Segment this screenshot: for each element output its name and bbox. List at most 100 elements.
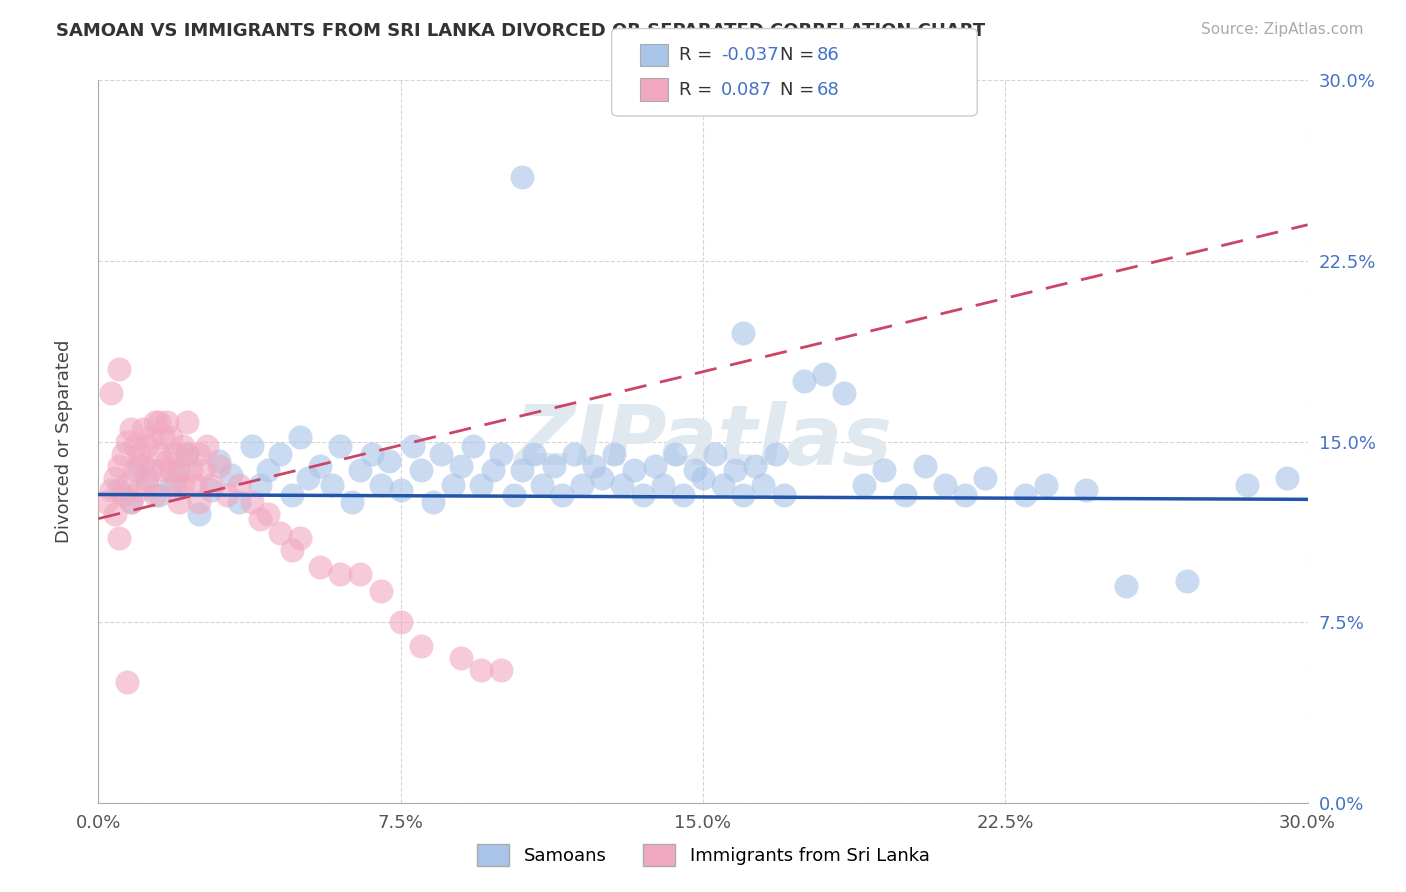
Point [249,511,271,525]
Point [377,454,399,468]
Point [530,478,553,492]
Point [329,567,352,582]
Point [281,542,304,557]
Point [623,463,645,477]
Point [309,458,332,473]
Point [644,458,666,473]
Point [100,483,122,497]
Point [135,478,157,492]
Point [135,439,157,453]
Point [297,470,319,484]
Point [571,478,593,492]
Point [422,494,444,508]
Point [160,430,183,444]
Point [124,439,146,453]
Point [664,446,686,460]
Point [221,468,243,483]
Point [120,494,142,508]
Point [683,463,706,477]
Point [612,478,634,492]
Point [853,478,876,492]
Point [463,439,485,453]
Point [510,463,533,477]
Point [120,494,142,508]
Point [152,430,174,444]
Point [269,526,291,541]
Point [240,494,263,508]
Point [180,463,202,477]
Text: N =: N = [780,46,814,64]
Point [974,470,997,484]
Point [430,446,453,460]
Point [176,446,198,460]
Point [934,478,956,492]
Point [107,531,129,545]
Point [711,478,734,492]
Point [240,439,263,453]
Point [562,446,585,460]
Point [200,483,222,497]
Point [813,367,835,381]
Point [148,446,170,460]
Text: -0.037: -0.037 [721,46,779,64]
Point [143,487,166,501]
Text: 0.087: 0.087 [721,80,772,98]
Point [631,487,654,501]
Point [269,446,291,460]
Text: R =: R = [679,80,713,98]
Point [349,463,371,477]
Point [172,478,194,492]
Point [184,478,207,492]
Text: 86: 86 [817,46,839,64]
Point [120,422,142,436]
Point [200,478,222,492]
Point [172,439,194,453]
Point [793,374,815,388]
Text: Source: ZipAtlas.com: Source: ZipAtlas.com [1201,22,1364,37]
Point [96,494,118,508]
Point [551,487,574,501]
Point [752,478,775,492]
Point [288,430,311,444]
Point [733,487,755,501]
Point [450,458,472,473]
Point [288,531,311,545]
Point [1014,487,1036,501]
Point [107,362,129,376]
Point [132,422,155,436]
Point [163,478,186,492]
Point [309,559,332,574]
Point [361,446,384,460]
Point [208,458,231,473]
Point [148,415,170,429]
Point [470,664,492,678]
Point [195,439,218,453]
Point [1236,478,1258,492]
Point [1115,579,1137,593]
Point [156,454,179,468]
Point [329,439,352,453]
Point [724,463,747,477]
Text: ZIPatlas: ZIPatlas [515,401,891,482]
Point [1035,478,1057,492]
Point [1175,574,1198,589]
Point [167,463,190,477]
Point [124,463,146,477]
Point [342,494,364,508]
Point [188,446,211,460]
Point [510,169,533,184]
Text: 68: 68 [817,80,839,98]
Point [733,326,755,340]
Point [115,434,138,449]
Point [281,487,304,501]
Point [651,478,673,492]
Y-axis label: Divorced or Separated: Divorced or Separated [55,340,73,543]
Point [188,507,211,521]
Point [107,458,129,473]
Point [193,463,215,477]
Point [765,446,787,460]
Point [152,463,174,477]
Point [491,664,513,678]
Point [128,483,150,497]
Point [188,494,211,508]
